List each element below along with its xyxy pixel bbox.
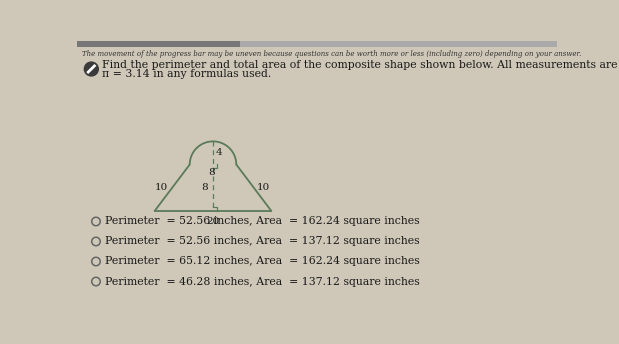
- Text: Perimeter  = 52.56 inches, Area  = 137.12 square inches: Perimeter = 52.56 inches, Area = 137.12 …: [105, 236, 420, 247]
- Polygon shape: [190, 141, 236, 164]
- Text: π = 3.14 in any formulas used.: π = 3.14 in any formulas used.: [102, 69, 271, 79]
- Text: 20: 20: [206, 217, 220, 226]
- Text: 10: 10: [257, 183, 270, 192]
- Text: 8: 8: [208, 168, 215, 177]
- Bar: [77, 41, 240, 47]
- Text: 4: 4: [215, 148, 222, 158]
- Text: Perimeter  = 65.12 inches, Area  = 162.24 square inches: Perimeter = 65.12 inches, Area = 162.24 …: [105, 257, 420, 267]
- Text: The movement of the progress bar may be uneven because questions can be worth mo: The movement of the progress bar may be …: [82, 50, 581, 58]
- Text: Find the perimeter and total area of the composite shape shown below. All measur: Find the perimeter and total area of the…: [102, 60, 619, 70]
- Text: Perimeter  = 52.56 inches, Area  = 162.24 square inches: Perimeter = 52.56 inches, Area = 162.24 …: [105, 216, 420, 226]
- Polygon shape: [155, 164, 271, 211]
- Text: 10: 10: [154, 183, 168, 192]
- Text: 8: 8: [201, 183, 207, 192]
- Circle shape: [84, 62, 98, 76]
- Text: Perimeter  = 46.28 inches, Area  = 137.12 square inches: Perimeter = 46.28 inches, Area = 137.12 …: [105, 277, 420, 287]
- Bar: [77, 41, 557, 47]
